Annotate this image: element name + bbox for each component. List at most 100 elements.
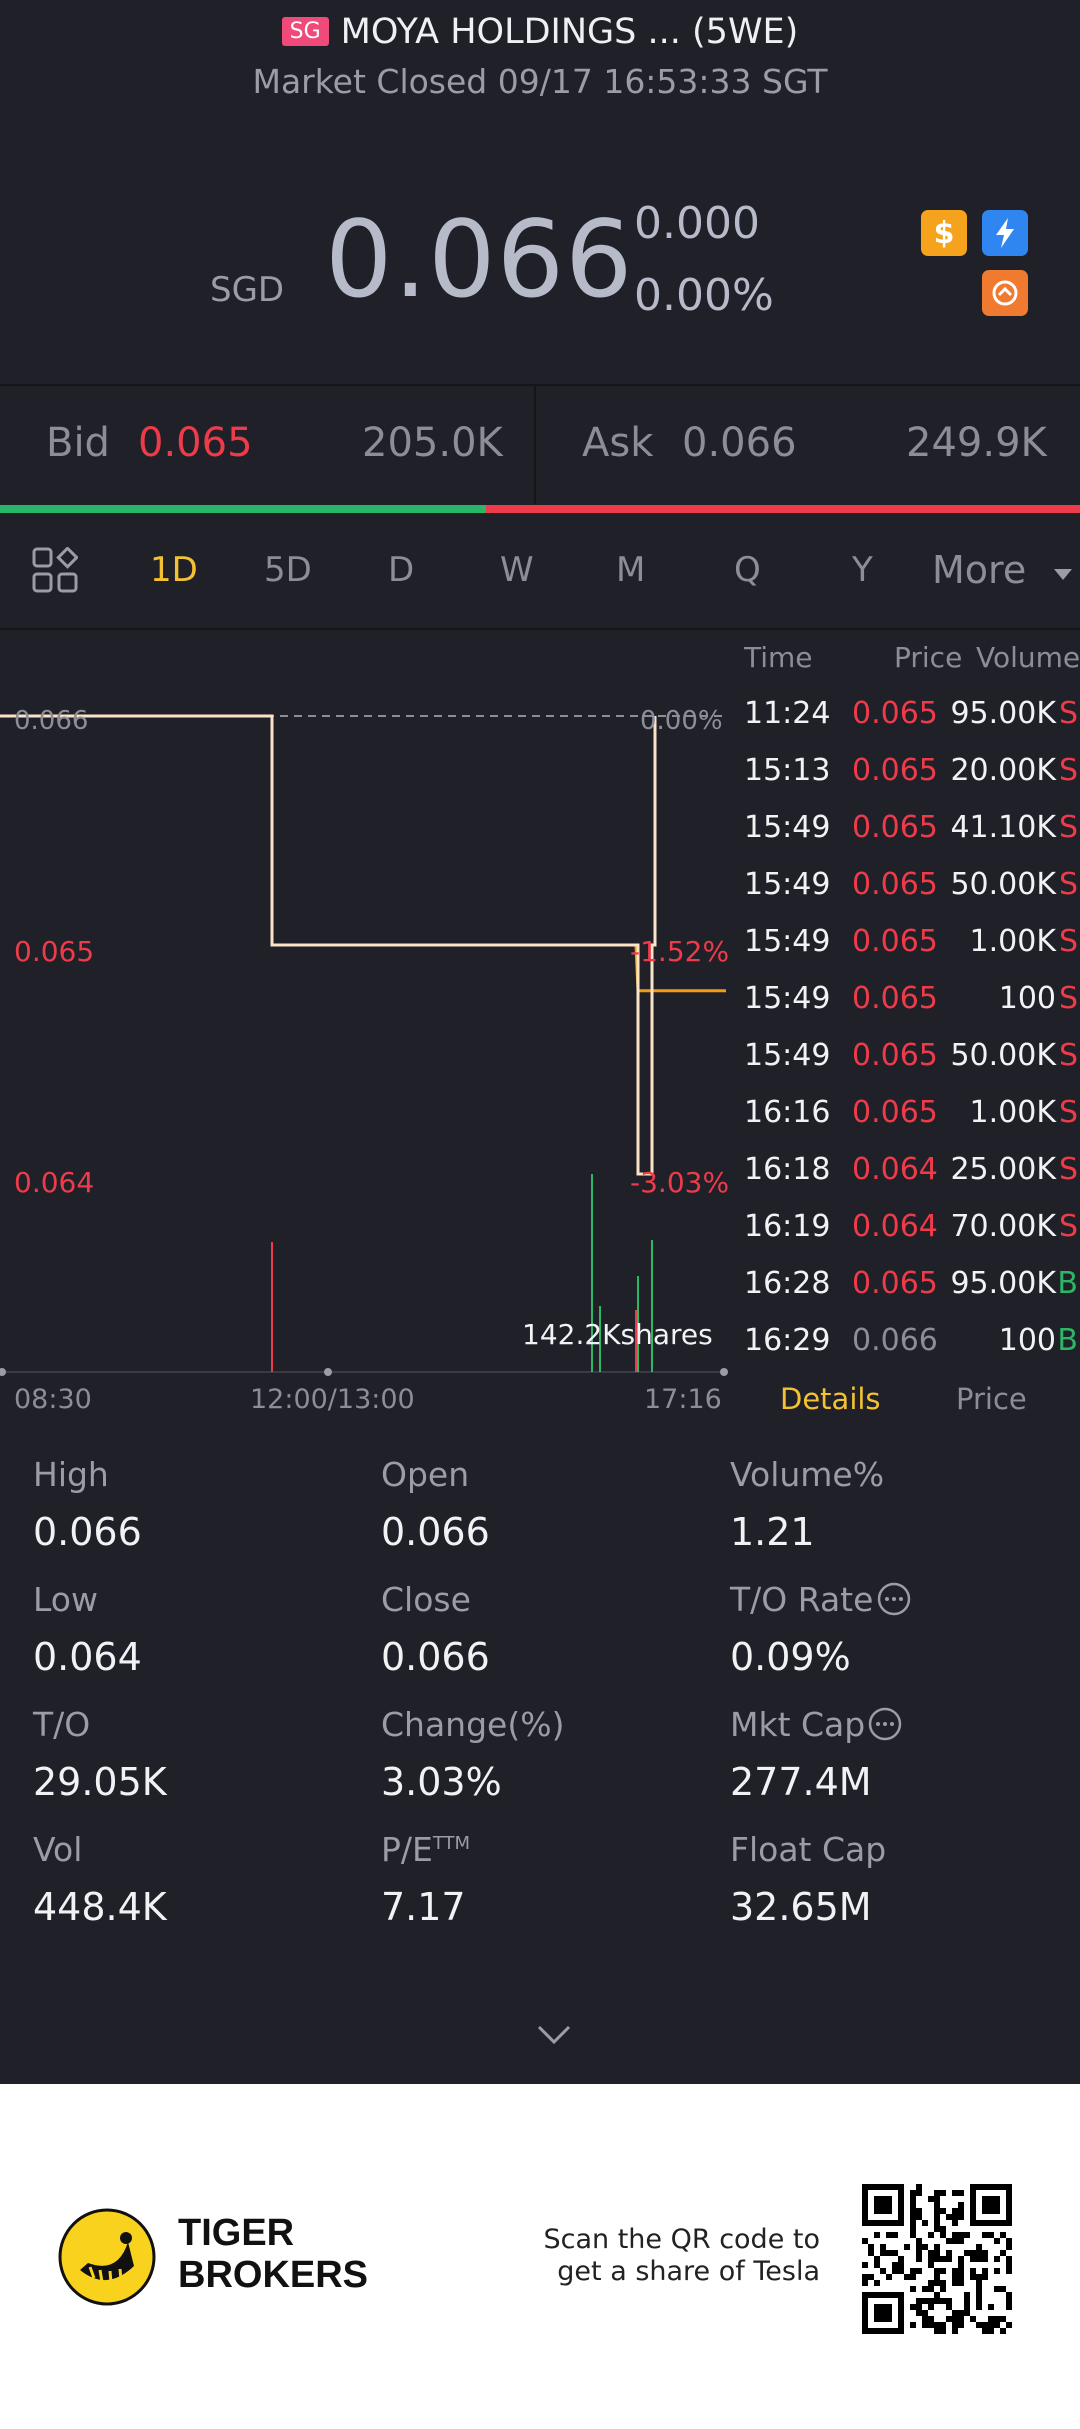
qr-module bbox=[1006, 2322, 1012, 2328]
stat-label: Close bbox=[381, 1580, 471, 1619]
trade-row: 16:19 0.064 70.00K S bbox=[744, 1209, 1080, 1266]
brand-line2: BROKERS bbox=[178, 2254, 369, 2296]
stat-value: 29.05K bbox=[33, 1760, 167, 1804]
tab-w[interactable]: W bbox=[500, 550, 534, 590]
stat-value: 1.21 bbox=[730, 1510, 815, 1554]
price-axis-mid: 0.065 bbox=[14, 935, 95, 968]
ask-ratio-bar bbox=[486, 505, 1080, 513]
ask-label: Ask bbox=[582, 420, 654, 466]
stat-value: 32.65M bbox=[730, 1885, 872, 1929]
qr-module bbox=[952, 2208, 958, 2214]
qr-module bbox=[934, 2298, 940, 2304]
price-axis-low: 0.064 bbox=[14, 1166, 95, 1199]
qr-module bbox=[964, 2232, 970, 2238]
exchange-icon[interactable] bbox=[982, 270, 1028, 316]
trade-time: 15:49 bbox=[744, 867, 831, 902]
expand-chevron-icon[interactable] bbox=[536, 2024, 572, 2050]
qr-module bbox=[934, 2208, 940, 2214]
qr-module bbox=[976, 2322, 982, 2328]
qr-module bbox=[976, 2244, 982, 2250]
trade-side: S bbox=[1058, 696, 1078, 731]
qr-module bbox=[994, 2238, 1000, 2244]
qr-module bbox=[982, 2250, 988, 2256]
price-line bbox=[0, 714, 657, 1176]
trade-row: 15:49 0.065 100 S bbox=[744, 981, 1080, 1038]
qr-module bbox=[946, 2256, 952, 2262]
stat-label: High bbox=[33, 1455, 109, 1494]
qr-module bbox=[952, 2220, 958, 2226]
dollar-icon[interactable]: $ bbox=[921, 210, 967, 256]
brand-line1: TIGER bbox=[178, 2212, 295, 2254]
trade-row: 11:24 0.065 95.00K S bbox=[744, 696, 1080, 753]
qr-module bbox=[982, 2196, 1000, 2214]
qr-module bbox=[940, 2298, 946, 2304]
qr-module bbox=[934, 2196, 940, 2202]
qr-module bbox=[886, 2274, 892, 2280]
trade-row: 16:28 0.065 95.00K B bbox=[744, 1266, 1080, 1323]
qr-module bbox=[970, 2256, 976, 2262]
qr-module bbox=[1000, 2232, 1006, 2238]
qr-module bbox=[952, 2316, 958, 2322]
trade-side: S bbox=[1058, 1209, 1078, 1244]
qr-module bbox=[958, 2316, 964, 2322]
qr-module bbox=[892, 2232, 898, 2238]
intraday-chart[interactable] bbox=[0, 630, 744, 1410]
qr-module bbox=[874, 2196, 892, 2214]
trade-side: S bbox=[1058, 981, 1078, 1016]
qr-module bbox=[958, 2322, 964, 2328]
tab-5d[interactable]: 5D bbox=[264, 550, 312, 590]
stat-value: 3.03% bbox=[381, 1760, 502, 1804]
tab-y[interactable]: Y bbox=[852, 550, 873, 590]
trade-price: 0.065 bbox=[852, 696, 938, 731]
qr-module bbox=[910, 2202, 916, 2208]
qr-module bbox=[946, 2238, 952, 2244]
qr-module bbox=[1006, 2256, 1012, 2262]
tab-m[interactable]: M bbox=[616, 550, 646, 590]
qr-module bbox=[928, 2256, 934, 2262]
qr-module bbox=[958, 2202, 964, 2208]
qr-module bbox=[940, 2322, 946, 2328]
qr-module bbox=[976, 2250, 982, 2256]
stat-label: T/O bbox=[33, 1705, 91, 1744]
layout-grid-icon[interactable] bbox=[32, 546, 79, 597]
qr-module bbox=[916, 2244, 922, 2250]
qr-module bbox=[958, 2232, 964, 2238]
qr-module bbox=[928, 2298, 934, 2304]
lightning-icon[interactable] bbox=[982, 210, 1028, 256]
qr-module bbox=[1006, 2244, 1012, 2250]
trades-header-volume: Volume bbox=[976, 641, 1080, 674]
qr-module bbox=[934, 2220, 940, 2226]
trade-time: 15:49 bbox=[744, 924, 831, 959]
qr-module bbox=[928, 2286, 934, 2292]
last-price: 0.066 bbox=[325, 198, 634, 321]
tab-more[interactable]: More bbox=[932, 548, 1027, 592]
trade-volume: 41.10K bbox=[950, 810, 1056, 845]
trade-row: 15:49 0.065 1.00K S bbox=[744, 924, 1080, 981]
qr-module bbox=[862, 2262, 868, 2268]
volume-label: 142.2Kshares bbox=[522, 1318, 713, 1351]
trade-time: 11:24 bbox=[744, 696, 831, 731]
qr-module bbox=[994, 2322, 1000, 2328]
qr-module bbox=[970, 2268, 976, 2274]
dropdown-icon[interactable] bbox=[1054, 566, 1072, 585]
trade-price: 0.065 bbox=[852, 981, 938, 1016]
market-status: Market Closed 09/17 16:53:33 SGT bbox=[252, 62, 828, 101]
trade-volume: 50.00K bbox=[950, 867, 1056, 902]
qr-module bbox=[910, 2322, 916, 2328]
qr-module bbox=[934, 2268, 940, 2274]
info-more-icon[interactable] bbox=[868, 1707, 902, 1745]
tab-q[interactable]: Q bbox=[734, 550, 761, 590]
info-more-icon[interactable] bbox=[877, 1582, 911, 1620]
tab-1d[interactable]: 1D bbox=[150, 550, 198, 590]
qr-module bbox=[958, 2310, 964, 2316]
qr-module bbox=[910, 2304, 916, 2310]
qr-module bbox=[910, 2226, 916, 2232]
qr-module bbox=[964, 2292, 970, 2298]
price-change: 0.000 bbox=[634, 198, 760, 249]
tab-price[interactable]: Price bbox=[956, 1382, 1027, 1416]
time-axis-start: 08:30 bbox=[14, 1384, 92, 1415]
qr-module bbox=[886, 2250, 892, 2256]
tab-details[interactable]: Details bbox=[780, 1382, 881, 1416]
tab-d[interactable]: D bbox=[388, 550, 415, 590]
qr-module bbox=[970, 2250, 976, 2256]
